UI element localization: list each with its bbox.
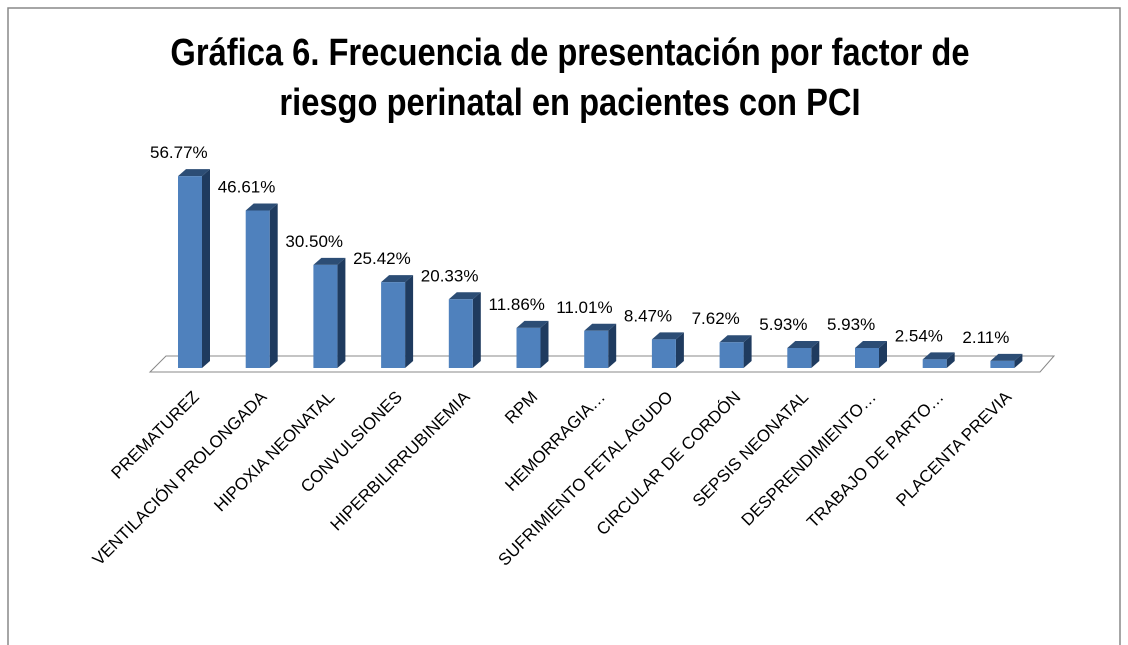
data-label: 2.54% — [895, 326, 943, 345]
bar — [855, 340, 887, 368]
chart-title: Gráfica 6. Frecuencia de presentación po… — [170, 32, 970, 124]
bar-side — [202, 169, 210, 368]
bar-side — [743, 335, 752, 368]
bar — [313, 257, 346, 368]
bar — [922, 352, 955, 368]
data-label: 11.86% — [489, 295, 545, 314]
bar-front — [448, 299, 473, 368]
x-tick-label: TRABAJO DE PARTO… — [803, 387, 947, 531]
bar — [516, 320, 549, 368]
bar-top — [787, 340, 820, 348]
x-tick-label: HIPOXIA NEONATAL — [210, 387, 338, 515]
data-label: 2.11% — [962, 328, 1009, 347]
bar-front — [313, 264, 338, 368]
bar-side — [337, 257, 346, 368]
bar-top — [922, 352, 955, 360]
bar-front — [719, 342, 744, 368]
bar-top — [584, 323, 617, 331]
bar-side — [946, 352, 955, 368]
bar-front — [922, 359, 947, 368]
bar-front — [381, 282, 406, 368]
data-label: 56.77% — [150, 143, 208, 162]
bar-front — [651, 339, 676, 368]
x-tick-label: PLACENTA PREVIA — [892, 387, 1015, 510]
x-tick-label: RPM — [501, 387, 541, 427]
x-tick-label: DESPRENDIMIENTO… — [738, 387, 880, 529]
x-tick-label: HIPERBILIRRUBINEMIA — [327, 387, 474, 534]
bar — [719, 335, 752, 368]
bar — [584, 323, 617, 368]
data-label: 7.62% — [692, 309, 740, 328]
bar — [178, 169, 210, 368]
bar — [651, 332, 684, 368]
data-label: 5.93% — [827, 315, 875, 334]
bar-side — [1014, 353, 1023, 368]
bar — [990, 353, 1023, 368]
bar-side — [675, 332, 684, 368]
bar-top — [719, 335, 752, 343]
bar — [787, 340, 820, 368]
bar-side — [540, 320, 549, 368]
bar-top — [651, 332, 684, 340]
bar-top — [516, 320, 549, 328]
data-label: 25.42% — [353, 249, 411, 268]
bar-front — [178, 176, 202, 368]
bar-side — [811, 340, 820, 368]
bar-side — [608, 323, 617, 368]
bar-top — [448, 292, 481, 300]
bar — [448, 292, 481, 368]
bar-side — [405, 275, 414, 368]
x-tick-label: SEPSIS NEONATAL — [689, 387, 812, 510]
bar-front — [584, 330, 609, 368]
bar-top — [990, 353, 1023, 361]
data-label: 30.50% — [285, 232, 343, 251]
bar — [381, 275, 414, 368]
bar-top — [178, 169, 210, 177]
bar-front — [855, 347, 879, 368]
bar-side — [879, 340, 887, 368]
bar-front — [990, 360, 1015, 368]
data-label: 11.01% — [556, 298, 612, 317]
data-label: 5.93% — [759, 315, 807, 334]
bar-side — [472, 292, 481, 368]
bar — [245, 203, 278, 368]
bar-top — [855, 340, 887, 348]
data-label: 8.47% — [624, 306, 672, 325]
bar-top — [381, 275, 414, 283]
data-label: 46.61% — [218, 177, 276, 196]
bar-side — [269, 203, 278, 368]
bar-top — [313, 257, 346, 265]
frame-border — [7, 7, 1121, 645]
bar-top — [245, 203, 278, 211]
data-label: 20.33% — [421, 266, 479, 285]
bar-front — [787, 347, 812, 368]
bar-front — [245, 210, 270, 368]
bar-front — [516, 327, 541, 368]
